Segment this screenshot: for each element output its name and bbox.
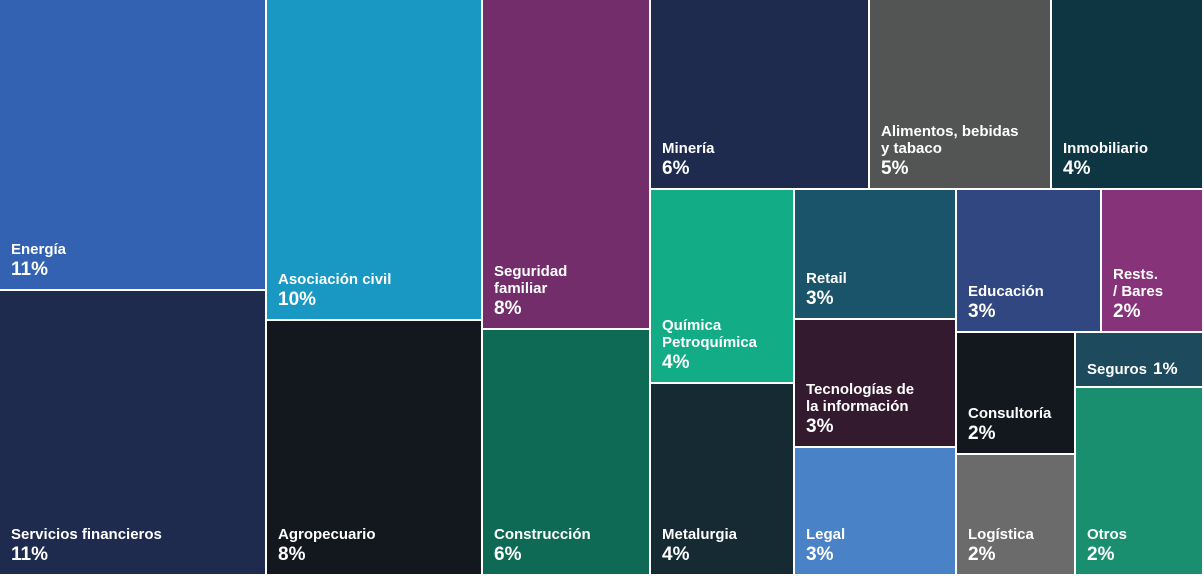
treemap-tile-quimica: Química Petroquímica 4% <box>651 190 795 384</box>
tile-label-group: Seguros 1% <box>1087 359 1196 379</box>
treemap-tile-seguros: Seguros 1% <box>1076 333 1204 388</box>
tile-label-group: Construcción 6% <box>494 525 643 566</box>
tile-label: Construcción <box>494 525 591 543</box>
treemap-tile-legal: Legal 3% <box>795 448 957 576</box>
tile-percentage: 2% <box>1087 544 1115 566</box>
tile-percentage: 5% <box>881 158 909 180</box>
tile-percentage: 4% <box>1063 158 1091 180</box>
treemap-tile-consultoria: Consultoría 2% <box>957 333 1076 455</box>
treemap-tile-construccion: Construcción 6% <box>483 330 651 576</box>
tile-label-group: Otros 2% <box>1087 525 1196 566</box>
tile-label: Asociación civil <box>278 270 392 288</box>
treemap-tile-tecnologias: Tecnologías de la información 3% <box>795 320 957 448</box>
treemap-tile-energia: Energía 11% <box>0 0 267 291</box>
tile-label: Logística <box>968 525 1034 543</box>
treemap-tile-alimentos: Alimentos, bebidas y tabaco 5% <box>870 0 1052 190</box>
treemap-tile-rests-bares: Rests. / Bares 2% <box>1102 190 1204 333</box>
tile-label: Alimentos, bebidas y tabaco <box>881 123 1019 157</box>
tile-label: Química Petroquímica <box>662 317 758 351</box>
tile-label: Legal <box>806 525 846 543</box>
tile-label: Retail <box>806 269 847 287</box>
tile-label: Servicios financieros <box>11 525 162 543</box>
tile-label-group: Retail 3% <box>806 269 949 310</box>
tile-label-group: Alimentos, bebidas y tabaco 5% <box>881 123 1044 180</box>
treemap-tile-agropecuario: Agropecuario 8% <box>267 321 483 576</box>
treemap-tile-retail: Retail 3% <box>795 190 957 320</box>
treemap-tile-educacion: Educación 3% <box>957 190 1102 333</box>
tile-label-group: Minería 6% <box>662 139 862 180</box>
tile-percentage: 1% <box>1153 359 1178 379</box>
tile-label: Otros <box>1087 525 1128 543</box>
treemap-tile-otros: Otros 2% <box>1076 388 1204 576</box>
tile-label: Seguridad familiar <box>494 263 568 297</box>
tile-percentage: 3% <box>806 416 834 438</box>
tile-label-group: Tecnologías de la información 3% <box>806 381 949 438</box>
tile-percentage: 4% <box>662 352 690 374</box>
tile-percentage: 3% <box>806 544 834 566</box>
tile-label-group: Educación 3% <box>968 282 1094 323</box>
tile-label-group: Logística 2% <box>968 525 1068 566</box>
tile-percentage: 8% <box>494 298 522 320</box>
tile-label-group: Energía 11% <box>11 240 259 281</box>
tile-percentage: 4% <box>662 544 690 566</box>
tile-label-group: Legal 3% <box>806 525 949 566</box>
tile-label: Metalurgia <box>662 525 738 543</box>
tile-label-group: Asociación civil 10% <box>278 270 475 311</box>
treemap-tile-inmobiliario: Inmobiliario 4% <box>1052 0 1204 190</box>
tile-percentage: 6% <box>494 544 522 566</box>
tile-label: Consultoría <box>968 404 1052 422</box>
tile-label-group: Química Petroquímica 4% <box>662 317 787 374</box>
tile-percentage: 2% <box>968 423 996 445</box>
tile-percentage: 8% <box>278 544 306 566</box>
tile-percentage: 3% <box>968 301 996 323</box>
tile-label: Inmobiliario <box>1063 139 1149 157</box>
tile-percentage: 6% <box>662 158 690 180</box>
treemap-tile-asociacion-civil: Asociación civil 10% <box>267 0 483 321</box>
tile-label: Minería <box>662 139 715 157</box>
tile-label-group: Seguridad familiar 8% <box>494 263 643 320</box>
tile-label: Rests. / Bares <box>1113 266 1164 300</box>
treemap-tile-metalurgia: Metalurgia 4% <box>651 384 795 576</box>
tile-label-group: Rests. / Bares 2% <box>1113 266 1196 323</box>
tile-label-group: Consultoría 2% <box>968 404 1068 445</box>
tile-percentage: 2% <box>968 544 996 566</box>
tile-label: Seguros <box>1087 361 1148 379</box>
tile-label-group: Inmobiliario 4% <box>1063 139 1196 180</box>
tile-label-group: Metalurgia 4% <box>662 525 787 566</box>
tile-label: Tecnologías de la información <box>806 381 915 415</box>
treemap-tile-mineria: Minería 6% <box>651 0 870 190</box>
tile-label: Energía <box>11 240 67 258</box>
tile-percentage: 10% <box>278 289 317 311</box>
tile-label: Educación <box>968 282 1044 300</box>
tile-label: Agropecuario <box>278 525 376 543</box>
treemap-tile-seguridad-familiar: Seguridad familiar 8% <box>483 0 651 330</box>
tile-label-group: Agropecuario 8% <box>278 525 475 566</box>
tile-percentage: 2% <box>1113 301 1141 323</box>
treemap-tile-servicios-financieros: Servicios financieros 11% <box>0 291 267 576</box>
treemap-tile-logistica: Logística 2% <box>957 455 1076 576</box>
tile-percentage: 11% <box>11 544 48 566</box>
tile-percentage: 3% <box>806 288 834 310</box>
tile-percentage: 11% <box>11 259 48 281</box>
tile-label-group: Servicios financieros 11% <box>11 525 259 566</box>
